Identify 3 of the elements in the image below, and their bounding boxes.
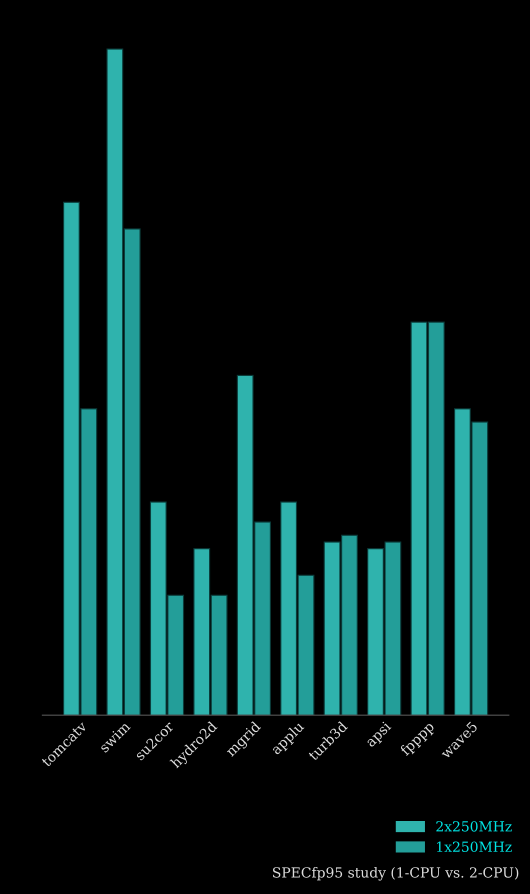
legend-label: 1x250MHz [437,841,512,852]
legend-label: 2x250MHz [436,821,512,832]
text: SPECfp95 study (1-CPU vs. 2-CPU) [273,866,518,881]
